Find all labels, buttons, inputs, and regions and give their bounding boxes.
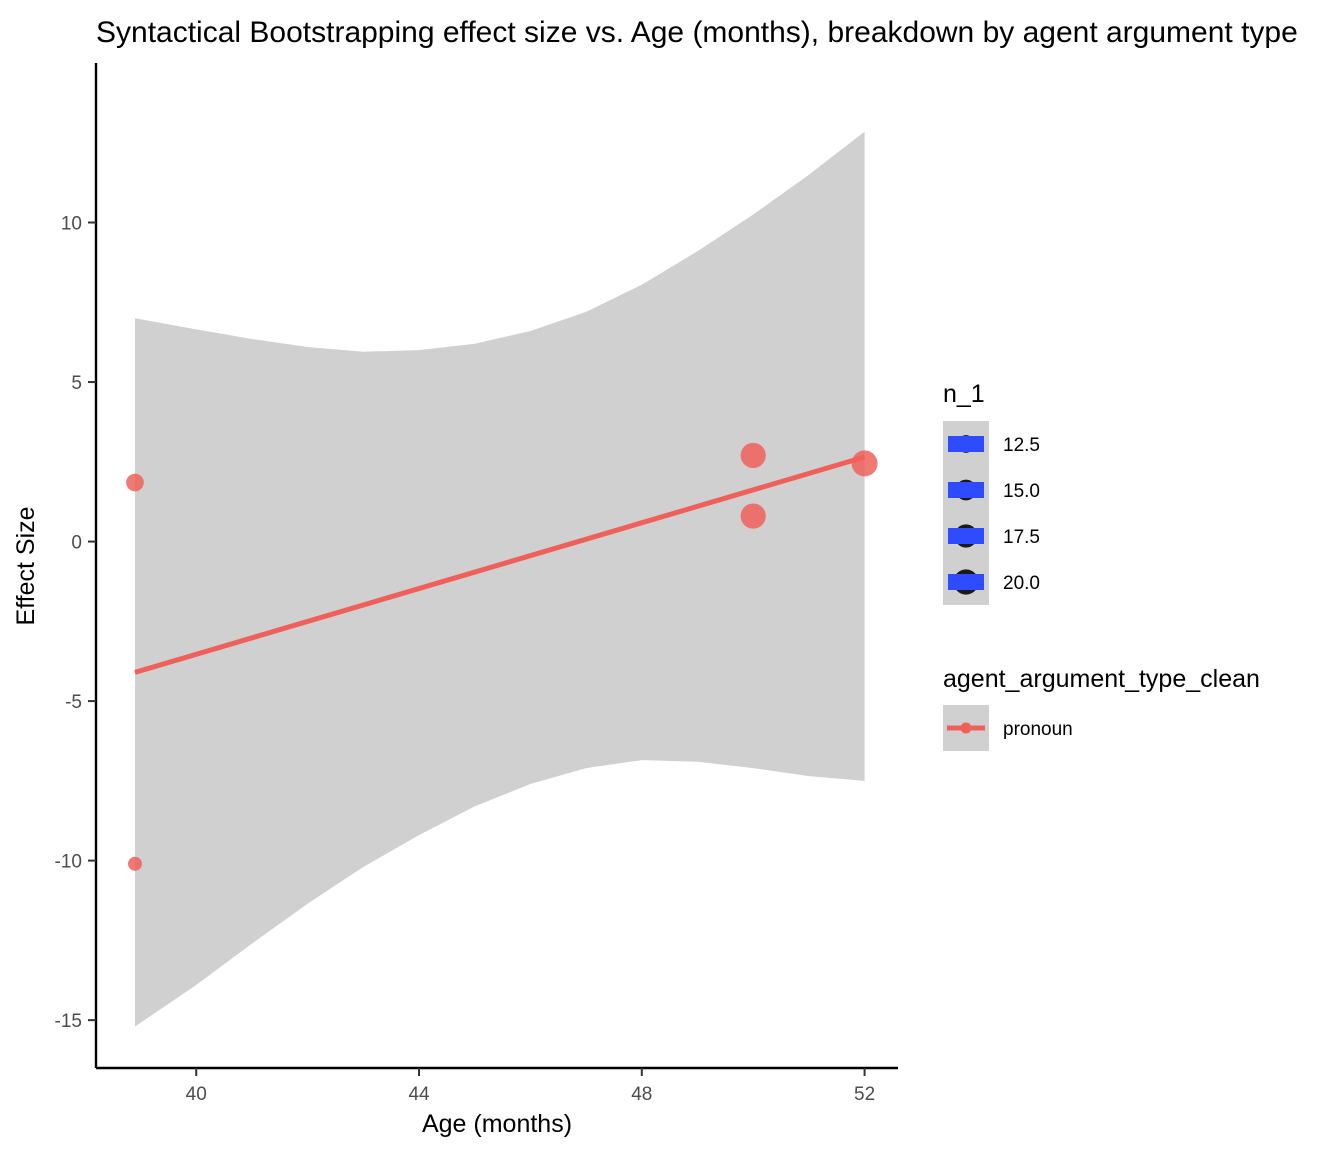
x-tick-label: 48 — [631, 1084, 652, 1105]
size-legend-label: 15.0 — [1003, 481, 1040, 502]
y-tick-label: 5 — [71, 373, 82, 394]
fit-line — [134, 454, 866, 675]
y-tick-label: -5 — [65, 692, 82, 713]
color-legend-keys: pronoun — [943, 705, 1073, 751]
y-tick-label: 10 — [61, 214, 82, 235]
size-legend-swatch — [948, 482, 984, 498]
plot-area — [126, 131, 878, 1027]
data-point — [740, 442, 766, 469]
x-axis-title: Age (months) — [422, 1110, 572, 1138]
data-point — [127, 856, 142, 871]
color-legend: agent_argument_type_clean pronoun — [943, 665, 1260, 751]
size-legend-label: 20.0 — [1003, 573, 1040, 594]
chart-title: Syntactical Bootstrapping effect size vs… — [96, 16, 1298, 49]
data-point — [740, 503, 766, 529]
x-tick-label: 44 — [408, 1084, 430, 1105]
size-legend-swatch — [948, 528, 984, 544]
y-axis-title: Effect Size — [12, 506, 40, 625]
x-tick-label: 40 — [186, 1084, 207, 1105]
y-tick-label: -15 — [55, 1011, 82, 1032]
x-tick-label: 52 — [854, 1084, 875, 1105]
size-legend-swatch — [948, 436, 984, 452]
confidence-band — [135, 131, 865, 1027]
size-legend-swatch — [948, 574, 984, 590]
color-legend-label: pronoun — [1003, 719, 1073, 740]
color-legend-point — [960, 722, 972, 734]
size-legend-label: 12.5 — [1003, 435, 1040, 456]
size-legend-label: 17.5 — [1003, 527, 1040, 548]
size-legend-keys: 12.5 15.0 17.5 20.0 — [943, 421, 1040, 605]
data-point — [851, 450, 878, 477]
size-legend: n_1 12.5 15.0 17.5 20.0 — [943, 380, 1040, 605]
y-axis-ticks: -15 -10 -5 0 5 10 — [55, 214, 96, 1032]
y-tick-label: -10 — [55, 852, 82, 873]
y-tick-label: 0 — [71, 533, 82, 554]
color-legend-title: agent_argument_type_clean — [943, 665, 1260, 693]
x-axis-ticks: 40 44 48 52 — [186, 1068, 875, 1105]
data-point — [126, 473, 144, 492]
size-legend-title: n_1 — [943, 380, 985, 408]
